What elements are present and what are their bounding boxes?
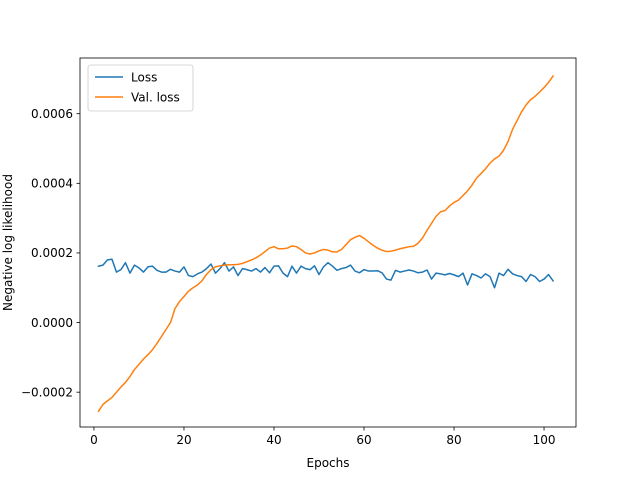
y-tick-label: 0.0002 (31, 246, 73, 260)
plot-area (98, 76, 553, 411)
y-tick-label: 0.0000 (31, 316, 73, 330)
legend: Loss Val. loss (88, 65, 193, 111)
axes: 0 20 40 60 80 100 −0.0002 0.0000 0.0002 0.0004 0.0… (1, 58, 576, 470)
y-tick-label: 0.0006 (31, 107, 73, 121)
x-tick-label: 100 (533, 433, 556, 447)
y-axis-label: Negative log likelihood (1, 174, 15, 311)
x-axis-label: Epochs (307, 456, 350, 470)
legend-label-0: Loss (131, 70, 157, 84)
x-tick-label: 40 (266, 433, 281, 447)
x-tick-label: 80 (446, 433, 461, 447)
x-tick-label: 0 (90, 433, 98, 447)
x-tick-label: 60 (356, 433, 371, 447)
y-tick-label: 0.0004 (31, 177, 73, 191)
axes-frame (80, 58, 576, 427)
x-tick-label: 20 (176, 433, 191, 447)
legend-label-1: Val. loss (131, 90, 180, 104)
series-line-1 (98, 76, 553, 411)
y-tick-label: −0.0002 (21, 385, 73, 399)
series-line-0 (98, 259, 553, 288)
